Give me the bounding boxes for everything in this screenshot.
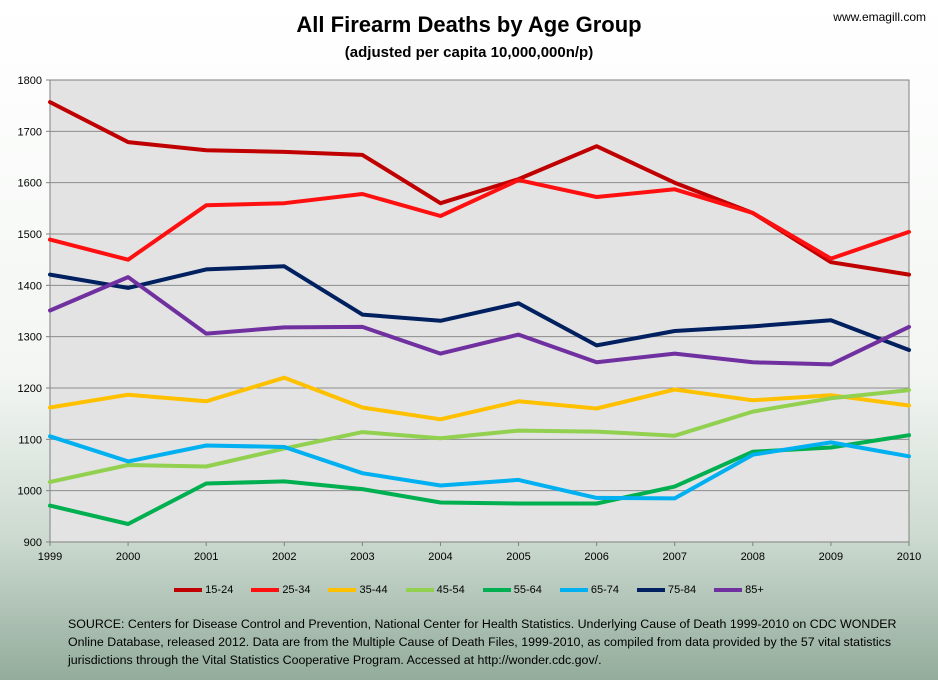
legend: 15-24 25-34 35-44 45-54 55-64 65-74 75-84 85+ <box>0 584 938 596</box>
legend-label: 75-84 <box>668 584 697 596</box>
y-tick-label: 900 <box>24 537 42 549</box>
series-lines <box>48 100 911 526</box>
x-tick-label: 2006 <box>584 551 608 563</box>
legend-label: 25-34 <box>282 584 311 596</box>
legend-swatch <box>637 588 666 592</box>
legend-item: 45-54 <box>405 584 465 596</box>
x-tick-label: 2007 <box>662 551 686 563</box>
x-axis-ticks: 1999 2000 2001 2002 2003 2004 2005 2006 2007 2008… <box>38 542 921 563</box>
x-tick-label: 2001 <box>194 551 218 563</box>
legend-item: 65-74 <box>559 584 620 596</box>
x-tick-label: 2010 <box>897 551 921 563</box>
y-tick-label: 1400 <box>18 280 42 292</box>
legend-swatch <box>328 588 357 592</box>
y-axis-ticks: 900 1000 1100 1200 1300 1400 1500 1600 1700 1800 <box>18 75 50 549</box>
legend-swatch <box>714 588 743 592</box>
x-tick-label: 2009 <box>819 551 843 563</box>
legend-item: 15-24 <box>174 584 233 596</box>
series-line-75-84 <box>48 264 911 352</box>
y-tick-label: 1500 <box>18 229 42 241</box>
series-line-35-44 <box>48 375 911 422</box>
legend-label: 85+ <box>745 584 764 596</box>
series-line-25-34 <box>48 178 911 262</box>
gridlines <box>50 130 909 492</box>
legend-item: 85+ <box>714 584 764 596</box>
legend-label: 65-74 <box>590 584 620 596</box>
x-tick-label: 2008 <box>741 551 765 563</box>
legend-swatch <box>405 588 434 592</box>
y-tick-label: 1800 <box>18 75 42 87</box>
y-tick-label: 1100 <box>18 434 42 446</box>
chart-title: All Firearm Deaths by Age Group <box>296 12 642 37</box>
y-tick-label: 1000 <box>18 486 42 498</box>
legend-swatch <box>174 588 203 592</box>
site-watermark: www.emagill.com <box>833 10 926 24</box>
legend-swatch <box>482 588 511 592</box>
series-line-45-54 <box>48 388 911 484</box>
legend-item: 55-64 <box>482 584 542 596</box>
x-tick-label: 2004 <box>428 551 452 563</box>
legend-item: 35-44 <box>328 584 388 596</box>
legend-swatch <box>559 588 588 592</box>
x-tick-label: 2005 <box>506 551 530 563</box>
legend-label: 35-44 <box>359 584 388 596</box>
x-tick-label: 2002 <box>272 551 296 563</box>
legend-label: 55-64 <box>513 584 542 596</box>
x-tick-label: 1999 <box>38 551 62 563</box>
series-line-65-74 <box>48 434 911 501</box>
x-tick-label: 2003 <box>350 551 374 563</box>
y-tick-label: 1700 <box>18 126 42 138</box>
y-tick-label: 1200 <box>18 383 42 395</box>
y-tick-label: 1600 <box>18 178 42 190</box>
source-note: SOURCE: Centers for Disease Control and … <box>68 617 897 667</box>
y-tick-label: 1300 <box>18 332 42 344</box>
legend-label: 15-24 <box>205 584 234 596</box>
legend-item: 75-84 <box>637 584 696 596</box>
x-tick-label: 2000 <box>116 551 140 563</box>
series-line-85+ <box>48 275 911 367</box>
legend-swatch <box>251 588 280 592</box>
legend-item: 25-34 <box>251 584 310 596</box>
legend-label: 45-54 <box>436 584 465 596</box>
chart-subtitle: (adjusted per capita 10,000,000n/p) <box>344 44 594 61</box>
